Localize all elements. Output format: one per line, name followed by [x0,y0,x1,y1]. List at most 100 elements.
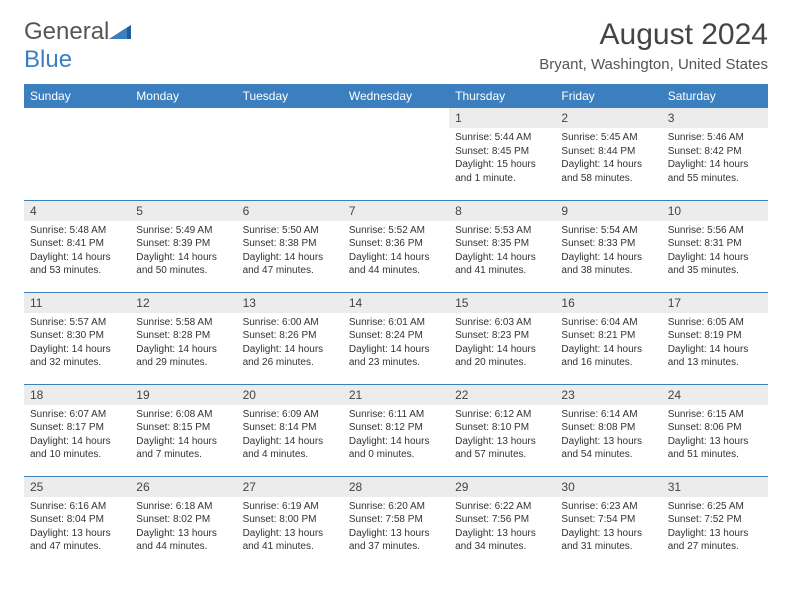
calendar-day-cell: 16Sunrise: 6:04 AMSunset: 8:21 PMDayligh… [555,292,661,384]
calendar-week-row: 25Sunrise: 6:16 AMSunset: 8:04 PMDayligh… [24,476,768,568]
day-number: 28 [343,477,449,497]
calendar-day-cell: 21Sunrise: 6:11 AMSunset: 8:12 PMDayligh… [343,384,449,476]
sunrise-text: Sunrise: 5:49 AM [136,224,230,238]
day-number: 21 [343,385,449,405]
daylight-text: Daylight: 14 hours and 16 minutes. [561,343,655,370]
day-number: 13 [237,293,343,313]
sunset-text: Sunset: 8:31 PM [668,237,762,251]
daylight-text: Daylight: 14 hours and 20 minutes. [455,343,549,370]
calendar-day-cell: 17Sunrise: 6:05 AMSunset: 8:19 PMDayligh… [662,292,768,384]
sunset-text: Sunset: 8:33 PM [561,237,655,251]
sunset-text: Sunset: 8:38 PM [243,237,337,251]
daylight-text: Daylight: 13 hours and 47 minutes. [30,527,124,554]
day-content: Sunrise: 5:56 AMSunset: 8:31 PMDaylight:… [662,221,768,284]
day-number: 30 [555,477,661,497]
sunrise-text: Sunrise: 6:11 AM [349,408,443,422]
sunset-text: Sunset: 8:19 PM [668,329,762,343]
sunset-text: Sunset: 7:56 PM [455,513,549,527]
daylight-text: Daylight: 13 hours and 37 minutes. [349,527,443,554]
sunrise-text: Sunrise: 6:20 AM [349,500,443,514]
day-content: Sunrise: 5:45 AMSunset: 8:44 PMDaylight:… [555,128,661,191]
sunset-text: Sunset: 8:41 PM [30,237,124,251]
day-content: Sunrise: 6:19 AMSunset: 8:00 PMDaylight:… [237,497,343,560]
day-content: Sunrise: 6:00 AMSunset: 8:26 PMDaylight:… [237,313,343,376]
daylight-text: Daylight: 13 hours and 54 minutes. [561,435,655,462]
day-content [24,126,130,135]
weekday-header: Wednesday [343,84,449,108]
daylight-text: Daylight: 13 hours and 27 minutes. [668,527,762,554]
day-number [24,108,130,126]
sunrise-text: Sunrise: 5:50 AM [243,224,337,238]
day-content: Sunrise: 5:57 AMSunset: 8:30 PMDaylight:… [24,313,130,376]
sunrise-text: Sunrise: 5:44 AM [455,131,549,145]
day-number: 2 [555,108,661,128]
sunrise-text: Sunrise: 5:53 AM [455,224,549,238]
calendar-week-row: 1Sunrise: 5:44 AMSunset: 8:45 PMDaylight… [24,108,768,200]
daylight-text: Daylight: 13 hours and 41 minutes. [243,527,337,554]
day-number: 9 [555,201,661,221]
day-number: 29 [449,477,555,497]
sunrise-text: Sunrise: 6:23 AM [561,500,655,514]
calendar-day-cell: 11Sunrise: 5:57 AMSunset: 8:30 PMDayligh… [24,292,130,384]
day-number: 14 [343,293,449,313]
day-content: Sunrise: 6:04 AMSunset: 8:21 PMDaylight:… [555,313,661,376]
daylight-text: Daylight: 14 hours and 29 minutes. [136,343,230,370]
day-content: Sunrise: 6:11 AMSunset: 8:12 PMDaylight:… [343,405,449,468]
sunset-text: Sunset: 8:39 PM [136,237,230,251]
calendar-day-cell: 8Sunrise: 5:53 AMSunset: 8:35 PMDaylight… [449,200,555,292]
sunset-text: Sunset: 8:23 PM [455,329,549,343]
day-number: 6 [237,201,343,221]
sunset-text: Sunset: 8:45 PM [455,145,549,159]
sunrise-text: Sunrise: 6:25 AM [668,500,762,514]
day-number: 17 [662,293,768,313]
sunrise-text: Sunrise: 6:07 AM [30,408,124,422]
day-number: 23 [555,385,661,405]
day-content: Sunrise: 5:54 AMSunset: 8:33 PMDaylight:… [555,221,661,284]
day-number: 3 [662,108,768,128]
day-content: Sunrise: 6:23 AMSunset: 7:54 PMDaylight:… [555,497,661,560]
day-content: Sunrise: 5:50 AMSunset: 8:38 PMDaylight:… [237,221,343,284]
sunrise-text: Sunrise: 6:19 AM [243,500,337,514]
calendar-day-cell: 31Sunrise: 6:25 AMSunset: 7:52 PMDayligh… [662,476,768,568]
calendar-day-cell: 19Sunrise: 6:08 AMSunset: 8:15 PMDayligh… [130,384,236,476]
weekday-header: Tuesday [237,84,343,108]
daylight-text: Daylight: 14 hours and 44 minutes. [349,251,443,278]
day-number: 11 [24,293,130,313]
day-number: 27 [237,477,343,497]
calendar-day-cell: 12Sunrise: 5:58 AMSunset: 8:28 PMDayligh… [130,292,236,384]
sunrise-text: Sunrise: 5:57 AM [30,316,124,330]
calendar-day-cell: 23Sunrise: 6:14 AMSunset: 8:08 PMDayligh… [555,384,661,476]
sunrise-text: Sunrise: 6:08 AM [136,408,230,422]
day-number: 25 [24,477,130,497]
sunrise-text: Sunrise: 6:00 AM [243,316,337,330]
sunrise-text: Sunrise: 6:15 AM [668,408,762,422]
calendar-day-cell [24,108,130,200]
weekday-header: Friday [555,84,661,108]
calendar-day-cell: 27Sunrise: 6:19 AMSunset: 8:00 PMDayligh… [237,476,343,568]
sunset-text: Sunset: 8:10 PM [455,421,549,435]
daylight-text: Daylight: 13 hours and 34 minutes. [455,527,549,554]
day-content: Sunrise: 5:52 AMSunset: 8:36 PMDaylight:… [343,221,449,284]
calendar-day-cell: 24Sunrise: 6:15 AMSunset: 8:06 PMDayligh… [662,384,768,476]
logo-text-part2: Blue [24,46,72,73]
day-number: 10 [662,201,768,221]
day-number: 18 [24,385,130,405]
day-content: Sunrise: 5:53 AMSunset: 8:35 PMDaylight:… [449,221,555,284]
weekday-header: Sunday [24,84,130,108]
sunset-text: Sunset: 8:17 PM [30,421,124,435]
sunset-text: Sunset: 7:52 PM [668,513,762,527]
calendar-day-cell: 28Sunrise: 6:20 AMSunset: 7:58 PMDayligh… [343,476,449,568]
daylight-text: Daylight: 14 hours and 38 minutes. [561,251,655,278]
sunset-text: Sunset: 8:02 PM [136,513,230,527]
sunrise-text: Sunrise: 6:04 AM [561,316,655,330]
sunset-text: Sunset: 8:08 PM [561,421,655,435]
sunrise-text: Sunrise: 6:16 AM [30,500,124,514]
sunset-text: Sunset: 8:30 PM [30,329,124,343]
daylight-text: Daylight: 14 hours and 53 minutes. [30,251,124,278]
calendar-week-row: 4Sunrise: 5:48 AMSunset: 8:41 PMDaylight… [24,200,768,292]
day-content: Sunrise: 6:05 AMSunset: 8:19 PMDaylight:… [662,313,768,376]
calendar-day-cell: 3Sunrise: 5:46 AMSunset: 8:42 PMDaylight… [662,108,768,200]
calendar-day-cell: 5Sunrise: 5:49 AMSunset: 8:39 PMDaylight… [130,200,236,292]
calendar-day-cell: 1Sunrise: 5:44 AMSunset: 8:45 PMDaylight… [449,108,555,200]
sunrise-text: Sunrise: 5:56 AM [668,224,762,238]
